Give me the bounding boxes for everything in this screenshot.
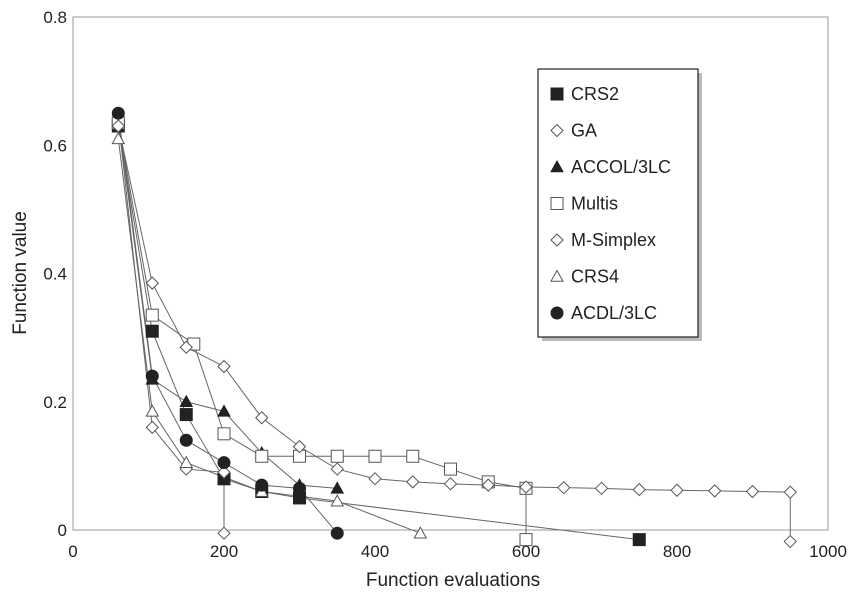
- data-point-m-simplex: [745, 484, 760, 499]
- y-tick-label: 0.2: [43, 393, 67, 412]
- data-point-multis: [330, 449, 344, 463]
- x-tick-label: 0: [68, 542, 77, 561]
- data-point-acdl-3lc: [293, 481, 306, 495]
- data-point-multis: [145, 308, 159, 322]
- legend-box: [537, 68, 699, 338]
- data-point-acdl-3lc: [145, 369, 159, 383]
- legend: CRS2 GA ACCOL/3LC Multis M-Simplex CRS4 ACDL/3…: [537, 68, 702, 341]
- legend-label-multis: Multis: [571, 194, 618, 214]
- data-point-acdl-3lc: [111, 106, 125, 120]
- data-point-multis: [519, 533, 533, 547]
- legend-marker-acdl-3lc: [550, 306, 564, 320]
- data-point-multis: [368, 449, 382, 463]
- plot-area: [72, 16, 829, 531]
- data-point-multis: [444, 462, 457, 476]
- data-point-m-simplex: [670, 483, 684, 497]
- data-point-m-simplex: [292, 439, 307, 454]
- data-point-acdl-3lc: [217, 456, 231, 470]
- data-point-crs2: [145, 324, 159, 338]
- data-point-m-simplex: [481, 478, 495, 492]
- ticks: 0 200 400 600 800 1000 0 0.2 0.4 0.6 0.8: [43, 8, 847, 561]
- data-point-acdl-3lc: [330, 526, 344, 540]
- x-tick-label: 1000: [809, 542, 847, 561]
- data-point-m-simplex: [594, 481, 609, 496]
- data-point-crs4: [330, 494, 345, 507]
- x-tick-label: 800: [663, 542, 691, 561]
- data-point-m-simplex: [708, 484, 722, 498]
- data-point-ga: [217, 465, 231, 479]
- x-tick-label: 600: [512, 542, 540, 561]
- data-point-crs4: [145, 404, 160, 417]
- legend-label-crs4: CRS4: [571, 267, 619, 287]
- data-point-crs4: [111, 131, 126, 145]
- y-axis-label: Function value: [10, 211, 31, 335]
- data-point-acdl-3lc: [179, 433, 193, 447]
- data-point-accol-3lc: [179, 394, 194, 408]
- series-line-multis: [117, 122, 527, 540]
- legend-marker-crs2: [550, 87, 564, 101]
- data-point-m-simplex: [406, 475, 420, 489]
- legend-marker-multis: [550, 197, 564, 210]
- legend-label-ga: GA: [571, 121, 597, 141]
- data-point-m-simplex: [443, 477, 458, 491]
- data-point-m-simplex: [145, 276, 159, 290]
- y-tick-label: 0.6: [43, 136, 67, 155]
- y-tick-label: 0: [58, 521, 67, 540]
- x-tick-label: 200: [210, 542, 238, 561]
- data-point-accol-3lc: [330, 481, 345, 494]
- data-point-m-simplex: [557, 480, 571, 495]
- legend-label-acdl-3lc: ACDL/3LC: [571, 303, 657, 323]
- data-point-multis: [255, 449, 269, 463]
- legend-marker-m-simplex: [550, 233, 564, 247]
- data-point-crs4: [413, 526, 428, 539]
- data-point-m-simplex: [519, 480, 533, 494]
- data-point-crs4: [179, 455, 194, 468]
- data-point-multis: [406, 449, 420, 463]
- data-point-m-simplex: [217, 359, 231, 374]
- legend-label-accol-3lc: ACCOL/3LC: [571, 157, 671, 177]
- data-point-accol-3lc: [217, 404, 231, 417]
- data-point-m-simplex: [783, 534, 797, 549]
- legend-marker-accol-3lc: [550, 159, 564, 173]
- data-point-m-simplex: [330, 462, 344, 476]
- data-point-acdl-3lc: [255, 478, 269, 492]
- y-tick-label: 0.8: [43, 8, 67, 27]
- data-point-m-simplex: [368, 471, 382, 486]
- y-tick-label: 0.4: [43, 265, 67, 284]
- data-point-m-simplex: [255, 411, 269, 425]
- legend-label-m-simplex: M-Simplex: [571, 230, 656, 250]
- data-point-ga: [217, 526, 231, 540]
- data-point-crs2: [179, 408, 193, 422]
- data-point-multis: [217, 427, 231, 441]
- legend-marker-crs4: [550, 269, 564, 282]
- data-point-m-simplex: [632, 482, 646, 497]
- data-point-m-simplex: [179, 340, 193, 354]
- data-point-ga: [145, 420, 159, 435]
- legend-label-crs2: CRS2: [571, 84, 619, 104]
- x-axis-label: Function evaluations: [366, 570, 540, 591]
- data-point-crs2: [632, 533, 646, 547]
- series-markers: [111, 106, 797, 549]
- x-tick-label: 400: [361, 542, 389, 561]
- data-point-m-simplex: [783, 485, 797, 499]
- legend-marker-ga: [550, 123, 564, 138]
